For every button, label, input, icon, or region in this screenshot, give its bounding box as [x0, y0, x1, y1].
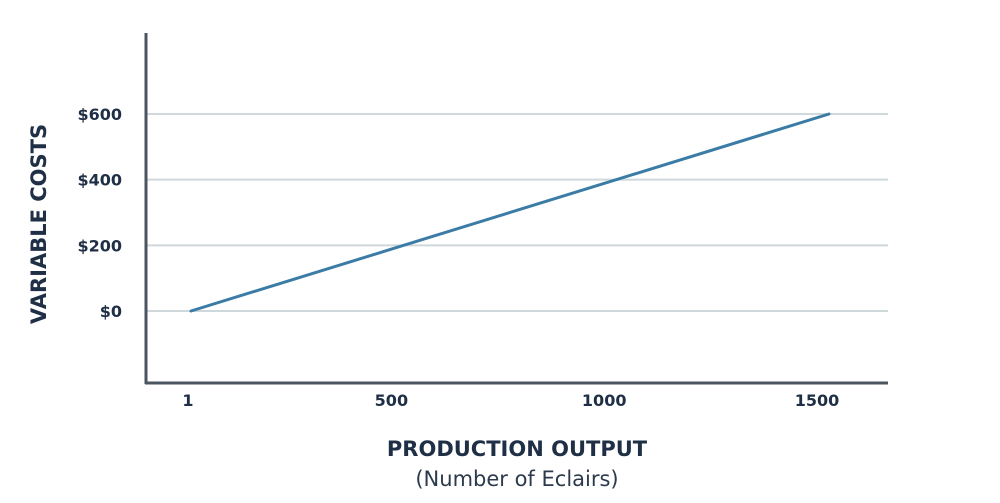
- x-axis-subtitle: (Number of Eclairs): [415, 467, 618, 491]
- y-tick-label: $200: [77, 236, 122, 255]
- y-tick-labels: $0 $200 $400 $600: [77, 105, 122, 321]
- y-tick-label: $0: [100, 302, 122, 321]
- y-axis-title: VARIABLE COSTS: [27, 124, 51, 324]
- series-layer: [189, 112, 831, 313]
- grid-lines: [146, 113, 888, 312]
- x-tick-labels: 1 500 1000 1500: [182, 391, 839, 410]
- y-tick-label: $600: [77, 105, 122, 124]
- x-tick-label: 1: [182, 391, 193, 410]
- y-tick-label: $400: [77, 171, 122, 190]
- x-tick-label: 1000: [582, 391, 627, 410]
- series-line: [189, 112, 831, 313]
- x-axis-title: PRODUCTION OUTPUT: [387, 437, 648, 461]
- x-tick-label: 500: [375, 391, 408, 410]
- x-tick-label: 1500: [795, 391, 840, 410]
